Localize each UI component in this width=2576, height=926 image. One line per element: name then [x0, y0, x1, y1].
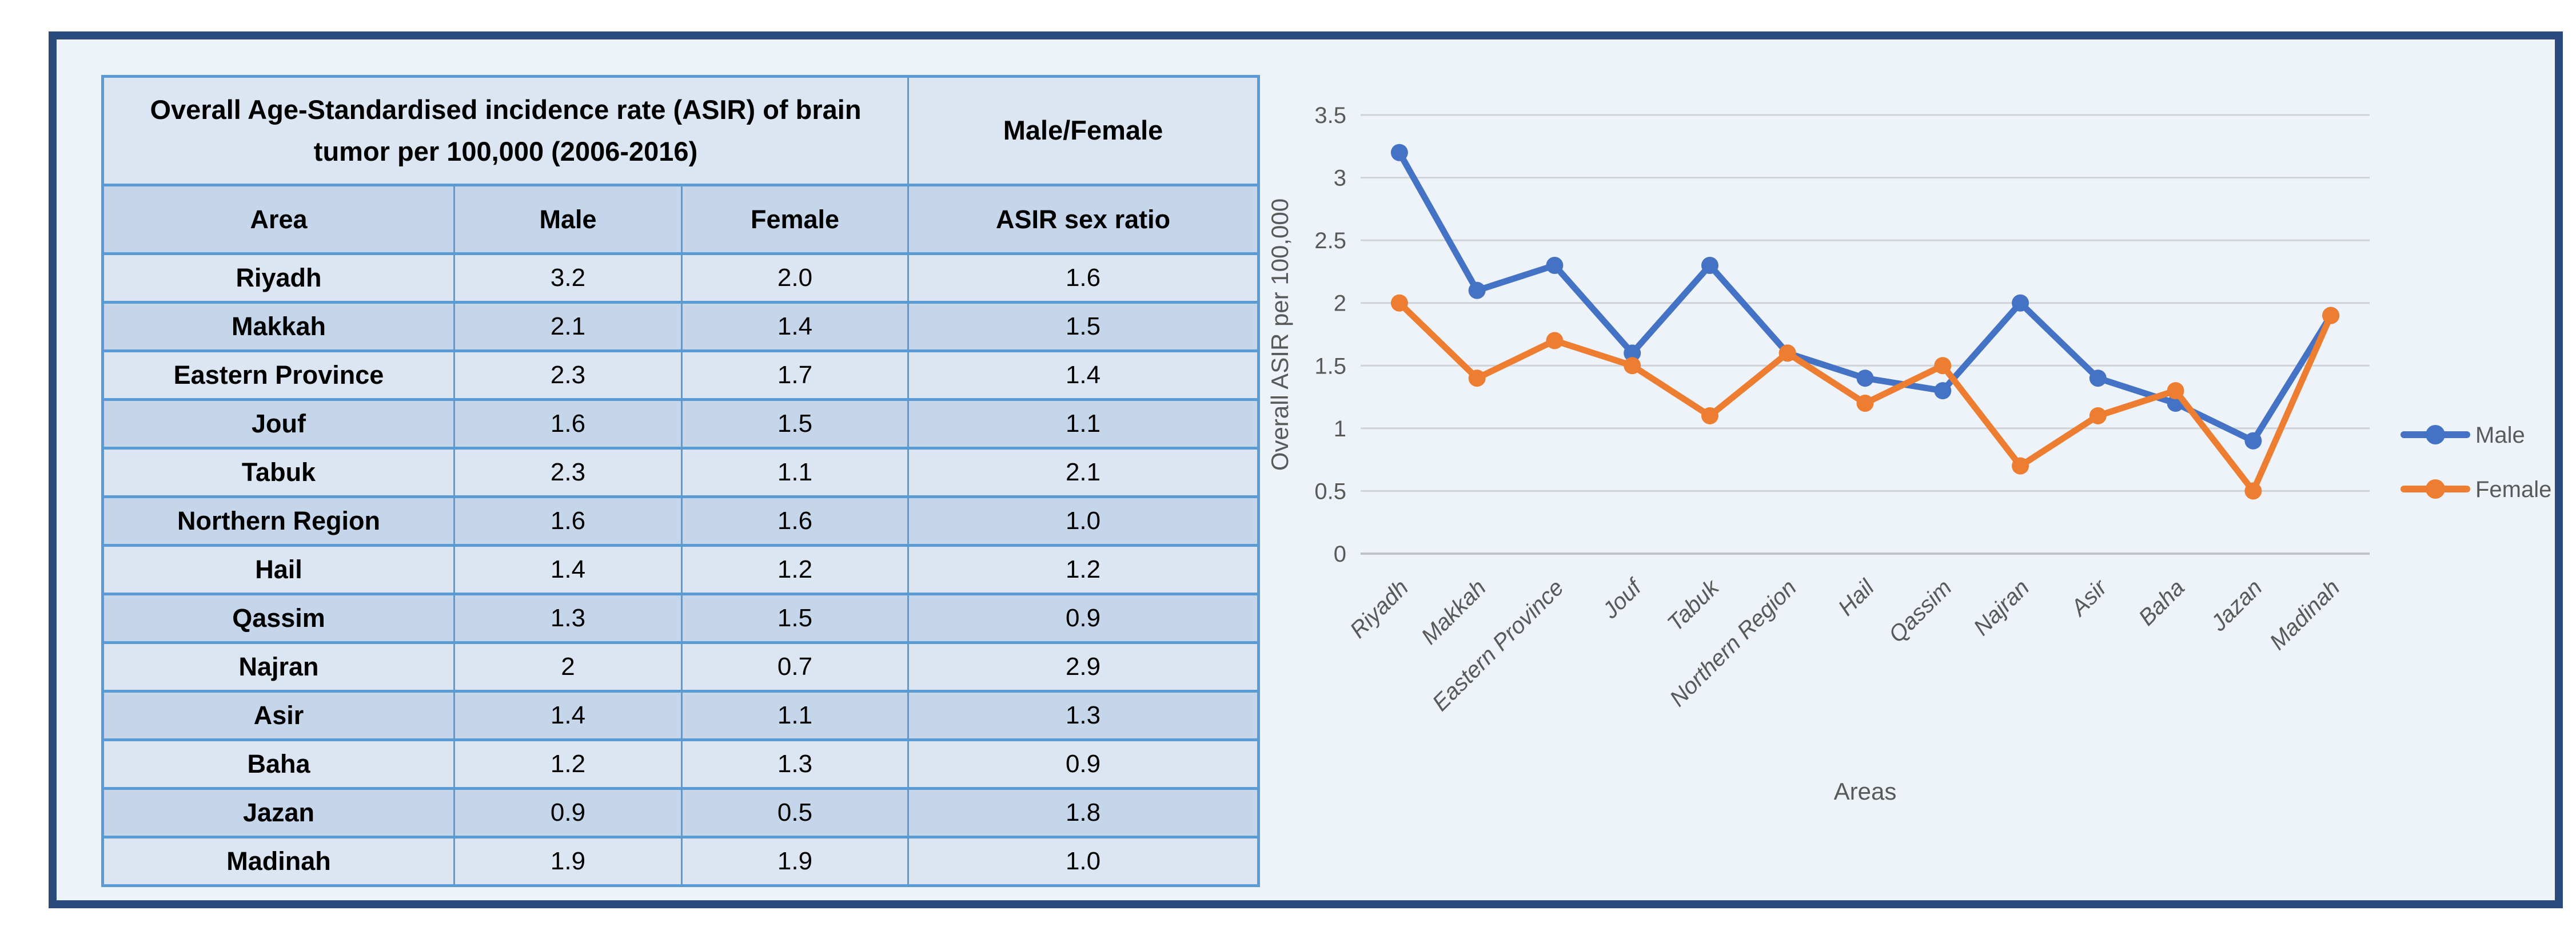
area-cell: Baha	[102, 738, 455, 790]
male-cell: 1.4	[453, 690, 683, 741]
ratio-cell: 1.3	[907, 690, 1260, 741]
area-cell: Tabuk	[102, 447, 455, 498]
ratio-cell: 2.9	[907, 641, 1260, 693]
female-cell: 1.7	[680, 349, 910, 401]
female-cell: 0.7	[680, 641, 910, 693]
col-header-ratio: ASIR sex ratio	[907, 184, 1260, 255]
male-cell: 2.1	[453, 301, 683, 352]
male-cell: 1.9	[453, 836, 683, 887]
area-cell: Jouf	[102, 398, 455, 450]
female-cell: 0.5	[680, 787, 910, 838]
ratio-cell: 1.1	[907, 398, 1260, 450]
area-cell: Qassim	[102, 593, 455, 644]
male-cell: 1.6	[453, 398, 683, 450]
area-cell: Najran	[102, 641, 455, 693]
table-title: Overall Age-Standardised incidence rate …	[101, 75, 910, 186]
area-cell: Northern Region	[102, 495, 455, 547]
outer-frame: Overall Age-Standardised incidence rate …	[49, 31, 2563, 908]
table-row: Makkah 2.1 1.4 1.5	[102, 301, 1260, 352]
area-cell: Madinah	[102, 836, 455, 887]
female-cell: 1.9	[680, 836, 910, 887]
ratio-cell: 1.8	[907, 787, 1260, 838]
area-cell: Jazan	[102, 787, 455, 838]
table-row: Jazan 0.9 0.5 1.8	[102, 787, 1260, 838]
table-row: Asir 1.4 1.1 1.3	[102, 690, 1260, 741]
female-cell: 1.1	[680, 690, 910, 741]
table-row: Madinah 1.9 1.9 1.0	[102, 836, 1260, 887]
female-cell: 1.3	[680, 738, 910, 790]
female-cell: 1.6	[680, 495, 910, 547]
table-row: Baha 1.2 1.3 0.9	[102, 738, 1260, 790]
male-cell: 1.4	[453, 544, 683, 595]
ratio-cell: 0.9	[907, 738, 1260, 790]
ratio-cell: 1.0	[907, 836, 1260, 887]
table-header-row: Area Male Female ASIR sex ratio	[102, 184, 1260, 255]
col-header-area: Area	[102, 184, 455, 255]
area-cell: Riyadh	[102, 252, 455, 304]
male-cell: 3.2	[453, 252, 683, 304]
table-row: Riyadh 3.2 2.0 1.6	[102, 252, 1260, 304]
table-row: Hail 1.4 1.2 1.2	[102, 544, 1260, 595]
male-cell: 1.2	[453, 738, 683, 790]
female-cell: 1.4	[680, 301, 910, 352]
table-row: Tabuk 2.3 1.1 2.1	[102, 447, 1260, 498]
col-header-male: Male	[453, 184, 683, 255]
male-cell: 2	[453, 641, 683, 693]
ratio-cell: 1.2	[907, 544, 1260, 595]
table-row: Jouf 1.6 1.5 1.1	[102, 398, 1260, 450]
male-cell: 1.3	[453, 593, 683, 644]
col-header-female: Female	[680, 184, 910, 255]
area-cell: Makkah	[102, 301, 455, 352]
female-cell: 1.1	[680, 447, 910, 498]
ratio-cell: 2.1	[907, 447, 1260, 498]
area-cell: Eastern Province	[102, 349, 455, 401]
ratio-cell: 1.4	[907, 349, 1260, 401]
male-cell: 1.6	[453, 495, 683, 547]
table-row: Eastern Province 2.3 1.7 1.4	[102, 349, 1260, 401]
ratio-header: Male/Female	[907, 75, 1260, 186]
ratio-cell: 1.5	[907, 301, 1260, 352]
table-title-row: Overall Age-Standardised incidence rate …	[101, 75, 1260, 186]
area-cell: Hail	[102, 544, 455, 595]
ratio-cell: 0.9	[907, 593, 1260, 644]
male-cell: 0.9	[453, 787, 683, 838]
ratio-cell: 1.6	[907, 252, 1260, 304]
male-cell: 2.3	[453, 349, 683, 401]
female-cell: 2.0	[680, 252, 910, 304]
table-row: Qassim 1.3 1.5 0.9	[102, 593, 1260, 644]
female-cell: 1.2	[680, 544, 910, 595]
male-cell: 2.3	[453, 447, 683, 498]
table-row: Najran 2 0.7 2.9	[102, 641, 1260, 693]
female-cell: 1.5	[680, 398, 910, 450]
asir-table: Overall Age-Standardised incidence rate …	[101, 75, 1261, 887]
table-row: Northern Region 1.6 1.6 1.0	[102, 495, 1260, 547]
area-cell: Asir	[102, 690, 455, 741]
female-cell: 1.5	[680, 593, 910, 644]
ratio-cell: 1.0	[907, 495, 1260, 547]
